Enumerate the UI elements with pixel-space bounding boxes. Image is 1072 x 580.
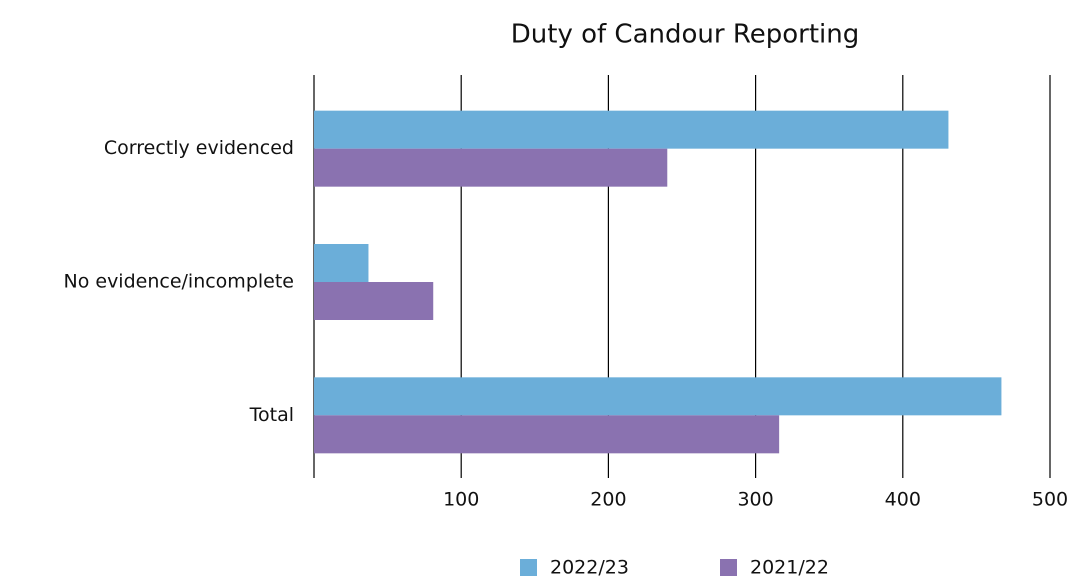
legend-label: 2022/23: [550, 557, 629, 579]
legend-label: 2021/22: [750, 557, 829, 579]
bar: [314, 244, 369, 282]
chart-title: Duty of Candour Reporting: [511, 20, 859, 50]
legend-swatch: [520, 559, 537, 576]
x-tick-label: 500: [1032, 489, 1068, 511]
x-tick-label: 400: [885, 489, 921, 511]
x-tick-label: 300: [737, 489, 773, 511]
bar: [314, 415, 780, 454]
bar: [314, 377, 1002, 416]
y-tick-label: No evidence/incomplete: [64, 271, 295, 293]
legend-swatch: [720, 559, 737, 576]
bar: [314, 110, 949, 149]
bar: [314, 282, 434, 320]
x-tick-label: 100: [443, 489, 479, 511]
y-tick-label: Correctly evidenced: [104, 137, 294, 159]
y-tick-label: Total: [249, 404, 294, 426]
bar: [314, 148, 668, 187]
x-tick-label: 200: [590, 489, 626, 511]
